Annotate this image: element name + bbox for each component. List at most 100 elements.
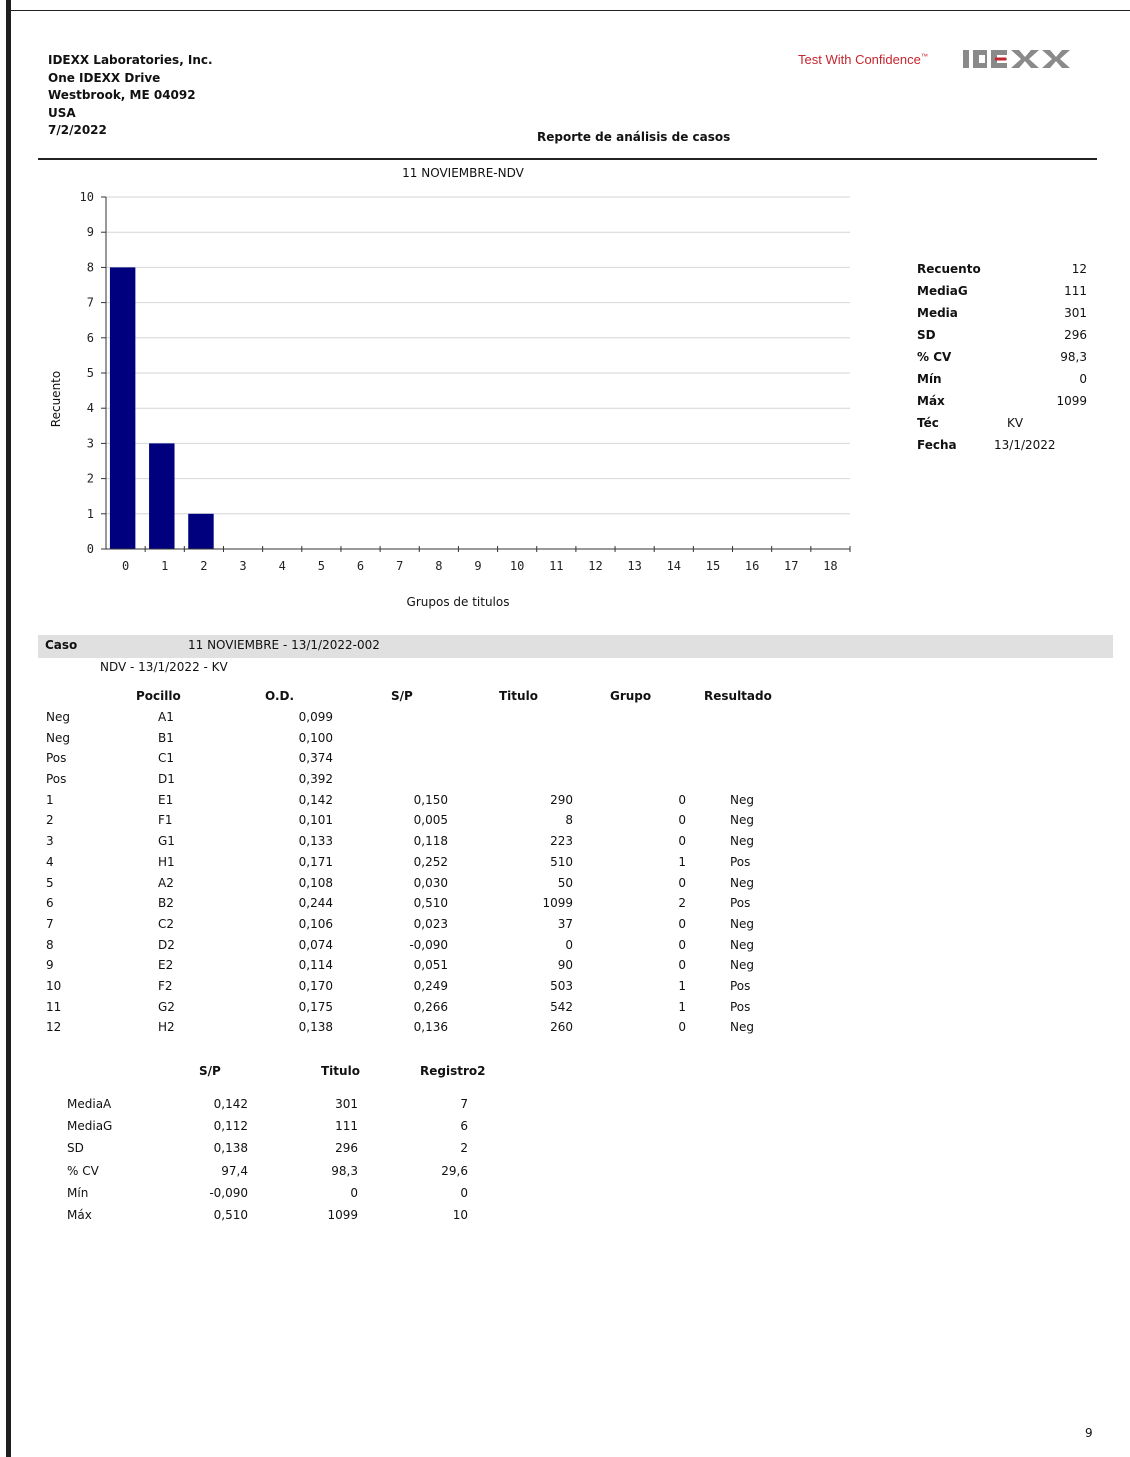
cell-id: 1 bbox=[46, 792, 54, 807]
stat-label: Téc bbox=[917, 416, 939, 430]
header-divider bbox=[38, 158, 1097, 160]
stat-label: Recuento bbox=[917, 262, 981, 276]
cell-group: 0 bbox=[678, 792, 686, 807]
cell-result: Pos bbox=[730, 854, 751, 869]
cell-well: E1 bbox=[158, 792, 174, 807]
y-tick-label: 6 bbox=[87, 331, 94, 345]
x-tick-label: 16 bbox=[745, 559, 759, 573]
cell-id: 3 bbox=[46, 834, 54, 849]
cell-label: MediaG bbox=[67, 1119, 113, 1134]
cell-log2: 0 bbox=[460, 1185, 468, 1200]
cell-well: B1 bbox=[158, 730, 174, 745]
cell-od: 0,175 bbox=[298, 999, 333, 1014]
cell-well: H2 bbox=[158, 1020, 175, 1035]
cell-result: Pos bbox=[730, 896, 751, 911]
x-tick-label: 3 bbox=[239, 559, 246, 573]
cell-result: Pos bbox=[730, 999, 751, 1014]
x-tick-label: 2 bbox=[200, 559, 207, 573]
cell-sp: 0,138 bbox=[213, 1141, 248, 1156]
table-row: Pos C1 0,374 bbox=[0, 749, 1130, 770]
cell-id: Neg bbox=[46, 710, 70, 724]
cell-od: 0,100 bbox=[298, 730, 333, 745]
col-header-od: O.D. bbox=[265, 689, 295, 703]
cell-result: Neg bbox=[730, 834, 754, 849]
cell-well: F2 bbox=[158, 978, 173, 993]
x-tick-label: 11 bbox=[549, 559, 563, 573]
stat-value: 12 bbox=[1071, 262, 1087, 276]
stat-label: Mín bbox=[917, 372, 942, 386]
cell-group: 1 bbox=[678, 978, 686, 993]
cell-sp: 0,510 bbox=[413, 896, 448, 911]
table-row: 9 E2 0,114 0,051 90 0 Neg bbox=[0, 956, 1130, 977]
col-header-result: Resultado bbox=[704, 689, 772, 703]
cell-group: 0 bbox=[678, 937, 686, 952]
bar bbox=[109, 267, 136, 549]
summary-table: MediaA 0,142 301 7 MediaG 0,112 111 6 SD 0,138 296… bbox=[0, 1095, 1130, 1228]
table-row: 3 G1 0,133 0,118 223 0 Neg bbox=[0, 832, 1130, 853]
y-tick-label: 3 bbox=[87, 436, 94, 450]
x-tick-label: 17 bbox=[784, 559, 798, 573]
cell-od: 0,106 bbox=[298, 916, 333, 931]
x-tick-label: 5 bbox=[318, 559, 325, 573]
cell-group: 0 bbox=[678, 1020, 686, 1035]
cell-id: 2 bbox=[46, 813, 54, 828]
cell-od: 0,074 bbox=[298, 937, 333, 952]
x-tick-label: 8 bbox=[435, 559, 442, 573]
cell-id: Neg bbox=[46, 730, 70, 745]
table-row: 2 F1 0,101 0,005 8 0 Neg bbox=[0, 811, 1130, 832]
cell-titer: 296 bbox=[335, 1141, 358, 1156]
table-row: 5 A2 0,108 0,030 50 0 Neg bbox=[0, 874, 1130, 895]
case-bar bbox=[38, 635, 1113, 658]
cell-od: 0,099 bbox=[298, 710, 333, 724]
cell-log2: 2 bbox=[460, 1141, 468, 1156]
cell-titer: 0 bbox=[350, 1185, 358, 1200]
cell-well: D2 bbox=[158, 937, 175, 952]
cell-sp: 0,112 bbox=[213, 1119, 248, 1134]
cell-log2: 29,6 bbox=[441, 1163, 468, 1178]
x-tick-label: 9 bbox=[474, 559, 481, 573]
cell-od: 0,133 bbox=[298, 834, 333, 849]
summary-header-log2: Registro2 bbox=[420, 1064, 486, 1078]
cell-result: Neg bbox=[730, 875, 754, 890]
cell-id: 7 bbox=[46, 916, 54, 931]
stat-label: SD bbox=[917, 328, 936, 342]
axes bbox=[101, 196, 851, 552]
cell-sp: -0,090 bbox=[209, 1185, 248, 1200]
address-line: Westbrook, ME 04092 bbox=[48, 88, 196, 102]
col-header-group: Grupo bbox=[610, 689, 652, 703]
x-tick-label: 14 bbox=[667, 559, 681, 573]
summary-row: SD 0,138 296 2 bbox=[0, 1139, 1130, 1161]
bar bbox=[149, 443, 175, 549]
cell-titer: 8 bbox=[565, 813, 573, 828]
cell-group: 0 bbox=[678, 813, 686, 828]
cell-od: 0,138 bbox=[298, 1020, 333, 1035]
cell-result: Neg bbox=[730, 958, 754, 973]
cell-titer: 301 bbox=[335, 1097, 358, 1111]
cell-sp: 0,136 bbox=[413, 1020, 448, 1035]
table-row: 10 F2 0,170 0,249 503 1 Pos bbox=[0, 977, 1130, 998]
cell-well: C1 bbox=[158, 751, 175, 766]
cell-well: C2 bbox=[158, 916, 175, 931]
cell-titer: 50 bbox=[557, 875, 573, 890]
cell-titer: 90 bbox=[557, 958, 573, 973]
cell-well: H1 bbox=[158, 854, 175, 869]
case-subtitle: NDV - 13/1/2022 - KV bbox=[100, 660, 228, 674]
col-header-well: Pocillo bbox=[136, 689, 181, 703]
stat-label: Máx bbox=[917, 394, 945, 408]
y-tick-label: 10 bbox=[80, 190, 94, 204]
x-tick-label: 18 bbox=[823, 559, 837, 573]
cell-titer: 1099 bbox=[327, 1207, 358, 1222]
cell-od: 0,244 bbox=[298, 896, 333, 911]
cell-sp: 0,266 bbox=[413, 999, 448, 1014]
x-tick-label: 6 bbox=[357, 559, 364, 573]
table-row: Pos D1 0,392 bbox=[0, 770, 1130, 791]
col-header-titer: Titulo bbox=[499, 689, 538, 703]
cell-titer: 1099 bbox=[542, 896, 573, 911]
stat-date: Fecha 13/1/2022 bbox=[917, 438, 1087, 460]
x-tick-label: 0 bbox=[122, 559, 129, 573]
cell-group: 0 bbox=[678, 834, 686, 849]
cell-sp: 0,023 bbox=[413, 916, 448, 931]
address-line: IDEXX Laboratories, Inc. bbox=[48, 53, 213, 67]
cell-id: Pos bbox=[46, 772, 67, 787]
